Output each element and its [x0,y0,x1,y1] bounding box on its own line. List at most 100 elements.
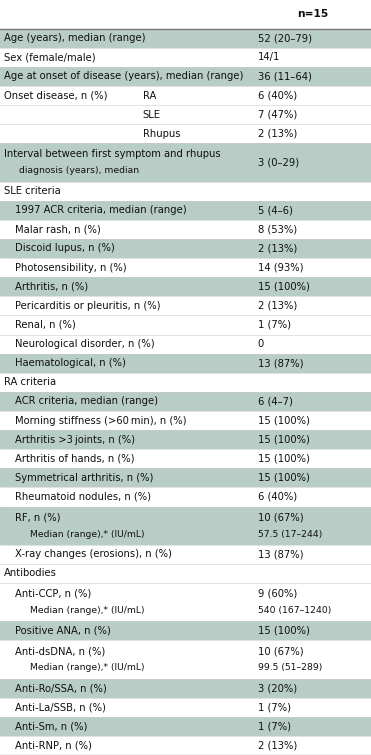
Text: 15 (100%): 15 (100%) [258,282,310,291]
Bar [0,736,371,755]
Text: 13 (87%): 13 (87%) [258,358,303,368]
Bar [0,373,371,392]
Text: 99.5 (51–289): 99.5 (51–289) [258,664,322,673]
Text: Symmetrical arthritis, n (%): Symmetrical arthritis, n (%) [15,473,153,483]
Bar [0,277,371,296]
Text: 10 (67%): 10 (67%) [258,512,303,522]
Text: 2 (13%): 2 (13%) [258,741,297,750]
Text: 8 (53%): 8 (53%) [258,224,297,234]
Text: 14 (93%): 14 (93%) [258,263,303,273]
Text: Rhupus: Rhupus [143,129,180,139]
Text: 6 (40%): 6 (40%) [258,492,297,502]
Text: Median (range),* (IU/mL): Median (range),* (IU/mL) [30,606,144,615]
Text: 2 (13%): 2 (13%) [258,129,297,139]
Text: 1997 ACR criteria, median (range): 1997 ACR criteria, median (range) [15,205,187,215]
Bar [0,316,371,334]
Text: 36 (11–64): 36 (11–64) [258,72,312,82]
Text: Pericarditis or pleuritis, n (%): Pericarditis or pleuritis, n (%) [15,300,160,311]
Text: Rheumatoid nodules, n (%): Rheumatoid nodules, n (%) [15,492,151,502]
Text: 15 (100%): 15 (100%) [258,626,310,636]
Bar [0,105,371,125]
Text: Median (range),* (IU/mL): Median (range),* (IU/mL) [30,529,144,538]
Text: Positive ANA, n (%): Positive ANA, n (%) [15,626,111,636]
Text: Age (years), median (range): Age (years), median (range) [4,33,145,43]
Text: 9 (60%): 9 (60%) [258,589,297,599]
Text: 6 (4–7): 6 (4–7) [258,396,293,406]
Bar [0,86,371,105]
Bar [0,679,371,698]
Bar [0,239,371,258]
Text: 6 (40%): 6 (40%) [258,91,297,100]
Text: Anti-CCP, n (%): Anti-CCP, n (%) [15,589,91,599]
Text: 14/1: 14/1 [258,52,280,63]
Text: Sex (female/male): Sex (female/male) [4,52,95,63]
Text: Arthritis >3 joints, n (%): Arthritis >3 joints, n (%) [15,435,135,445]
Text: Photosensibility, n (%): Photosensibility, n (%) [15,263,127,273]
Bar [0,449,371,468]
Bar [0,716,371,736]
Bar [0,182,371,201]
Bar [0,621,371,640]
Bar [0,353,371,373]
Text: 2 (13%): 2 (13%) [258,244,297,254]
Text: 5 (4–6): 5 (4–6) [258,205,293,215]
Bar [0,258,371,277]
Text: 2 (13%): 2 (13%) [258,300,297,311]
Text: 15 (100%): 15 (100%) [258,415,310,426]
Bar [0,698,371,716]
Text: 1 (7%): 1 (7%) [258,320,291,330]
Text: RA criteria: RA criteria [4,378,56,387]
Bar [0,296,371,316]
Bar [0,564,371,583]
Text: Anti-dsDNA, n (%): Anti-dsDNA, n (%) [15,646,105,656]
Bar [0,48,371,67]
Text: 1 (7%): 1 (7%) [258,721,291,732]
Text: RA: RA [143,91,156,100]
Text: SLE: SLE [143,109,161,120]
Text: Morning stiffness (>60 min), n (%): Morning stiffness (>60 min), n (%) [15,415,186,426]
Text: Discoid lupus, n (%): Discoid lupus, n (%) [15,244,115,254]
Text: 52 (20–79): 52 (20–79) [258,33,312,43]
Bar [0,29,371,48]
Bar [0,334,371,353]
Text: n=15: n=15 [297,9,328,20]
Text: 540 (167–1240): 540 (167–1240) [258,606,331,615]
Text: Haematological, n (%): Haematological, n (%) [15,358,126,368]
Text: ACR criteria, median (range): ACR criteria, median (range) [15,396,158,406]
Bar [0,392,371,411]
Text: 7 (47%): 7 (47%) [258,109,297,120]
Bar [0,468,371,488]
Text: Anti-Sm, n (%): Anti-Sm, n (%) [15,721,87,732]
Bar [0,430,371,449]
Text: Arthritis, n (%): Arthritis, n (%) [15,282,88,291]
Bar [0,220,371,239]
Text: Neurological disorder, n (%): Neurological disorder, n (%) [15,339,154,349]
Text: RF, n (%): RF, n (%) [15,512,60,522]
Text: Interval between first symptom and rhupus: Interval between first symptom and rhupu… [4,149,220,159]
Text: 1 (7%): 1 (7%) [258,702,291,712]
Text: SLE criteria: SLE criteria [4,186,60,196]
Bar [0,201,371,220]
Text: Anti-La/SSB, n (%): Anti-La/SSB, n (%) [15,702,106,712]
Text: 0: 0 [258,339,264,349]
Text: 10 (67%): 10 (67%) [258,646,303,656]
Bar [0,67,371,86]
Text: 15 (100%): 15 (100%) [258,454,310,464]
Bar [0,640,371,679]
Text: Antibodies: Antibodies [4,569,57,578]
Text: 15 (100%): 15 (100%) [258,435,310,445]
Text: Anti-Ro/SSA, n (%): Anti-Ro/SSA, n (%) [15,683,106,693]
Text: Malar rash, n (%): Malar rash, n (%) [15,224,101,234]
Text: Renal, n (%): Renal, n (%) [15,320,76,330]
Text: 57.5 (17–244): 57.5 (17–244) [258,529,322,538]
Bar [0,125,371,143]
Bar [0,488,371,507]
Bar [0,143,371,182]
Bar [0,507,371,545]
Text: Arthritis of hands, n (%): Arthritis of hands, n (%) [15,454,134,464]
Bar [0,411,371,430]
Text: 13 (87%): 13 (87%) [258,550,303,559]
Text: Onset disease, n (%): Onset disease, n (%) [4,91,107,100]
Bar [0,545,371,564]
Text: Median (range),* (IU/mL): Median (range),* (IU/mL) [30,664,144,673]
